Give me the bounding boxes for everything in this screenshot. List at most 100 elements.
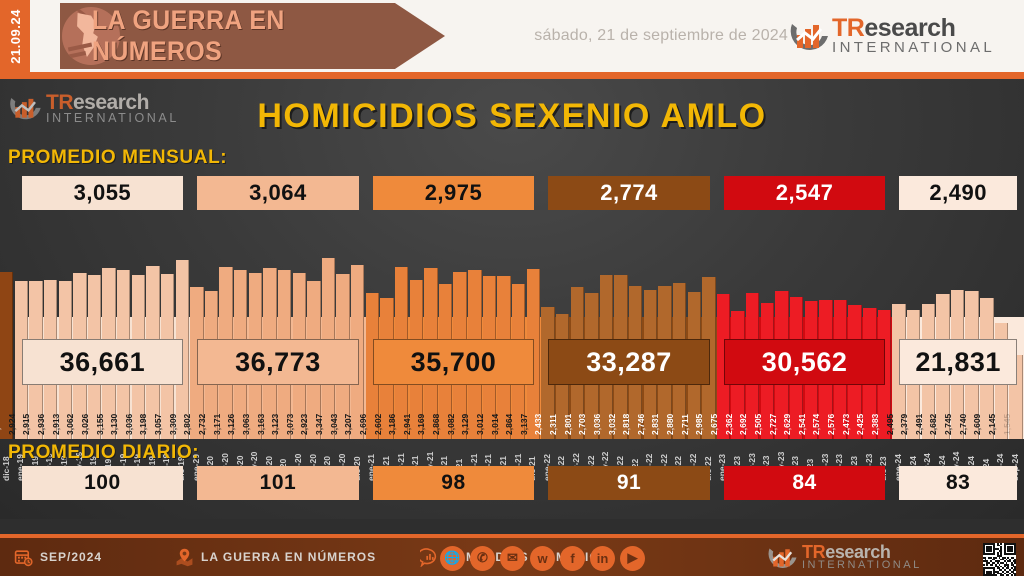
qr-cell bbox=[1007, 549, 1010, 552]
qr-cell bbox=[989, 549, 992, 552]
qr-cell bbox=[996, 570, 999, 573]
qr-cell bbox=[1014, 558, 1016, 561]
avg-cell: 2,490 bbox=[892, 176, 1024, 210]
bar-value-label: 2,818 bbox=[621, 413, 632, 435]
bar-value-label: 2,732 bbox=[196, 413, 207, 435]
year-group-2022: 2,433 2,311 2,801 2,703 3,036 3,032 2,818 2,746… bbox=[533, 231, 717, 439]
qr-cell bbox=[983, 560, 985, 563]
qr-cell bbox=[983, 563, 985, 566]
qr-cell bbox=[1012, 565, 1015, 568]
year-total-2021: 35,700 bbox=[372, 339, 535, 385]
banner: LA GUERRA EN NÚMEROS bbox=[30, 3, 445, 69]
qr-cell bbox=[988, 562, 990, 564]
qr-cell bbox=[1010, 543, 1013, 545]
qr-cell bbox=[986, 572, 989, 575]
qr-cell bbox=[986, 560, 989, 563]
youtube-icon[interactable]: ▶ bbox=[620, 545, 645, 571]
year-group-2020: 2,802 2,732 3,171 3,126 3,063 3,163 3,123 3,073… bbox=[182, 231, 366, 439]
qr-cell bbox=[1014, 543, 1016, 545]
qr-cell bbox=[988, 549, 990, 552]
qr-cell bbox=[996, 553, 999, 556]
bar-value-label: 3,091 bbox=[0, 413, 3, 435]
qr-cell bbox=[1009, 553, 1011, 556]
qr-cell bbox=[993, 543, 996, 545]
bar-value-label: 2,801 bbox=[562, 413, 573, 435]
bar-value-label: 2,740 bbox=[957, 413, 968, 435]
mail-icon[interactable]: ✉ bbox=[500, 545, 525, 571]
qr-cell bbox=[1010, 548, 1013, 550]
date-tab: 21.09.24 bbox=[0, 0, 30, 72]
qr-cell bbox=[984, 543, 987, 545]
bar-value-label: 2,425 bbox=[855, 413, 866, 435]
qr-cell bbox=[988, 546, 990, 549]
qr-cell bbox=[993, 572, 996, 575]
qr-cell bbox=[984, 567, 987, 570]
qr-cell bbox=[1014, 574, 1016, 576]
year-group-2021: 2,696 2,602 3,186 2,941 3,169 2,868 3,082 3,129… bbox=[358, 231, 542, 439]
qr-cell bbox=[983, 546, 985, 549]
banner-title: LA GUERRA EN NÚMEROS bbox=[92, 5, 285, 66]
bar-value-label: 3,169 bbox=[416, 413, 427, 435]
qr-code-icon[interactable] bbox=[983, 543, 1016, 576]
qr-cell bbox=[989, 563, 992, 566]
qr-cell bbox=[1000, 543, 1003, 545]
map-pin-icon bbox=[176, 548, 193, 566]
qr-cell bbox=[986, 570, 989, 573]
qr-cell bbox=[1003, 544, 1006, 547]
year-group-2023: 2,675 2,362 2,692 2,505 2,727 2,629 2,541 2,574… bbox=[709, 231, 893, 439]
qr-cell bbox=[993, 558, 996, 561]
qr-cell bbox=[1010, 562, 1013, 564]
qr-cell bbox=[989, 574, 992, 576]
qr-cell bbox=[989, 553, 992, 556]
bar-value-label: 2,682 bbox=[928, 413, 939, 435]
qr-cell bbox=[1010, 563, 1013, 566]
bar-value-label: 3,032 bbox=[606, 413, 617, 435]
chat-chart-icon bbox=[420, 547, 437, 567]
qr-cell bbox=[983, 543, 985, 545]
bar-value-label: 2,495 bbox=[884, 413, 895, 435]
qr-cell bbox=[1010, 553, 1013, 556]
avg-cell: 91 bbox=[541, 466, 717, 500]
whatsapp-icon[interactable]: ✆ bbox=[470, 545, 495, 571]
qr-cell bbox=[989, 570, 992, 573]
globe-icon[interactable]: 🌐 bbox=[440, 545, 465, 571]
qr-cell bbox=[998, 556, 1001, 559]
qr-cell bbox=[983, 569, 985, 571]
qr-cell bbox=[986, 553, 989, 556]
bar-value-label: 1,545 bbox=[1001, 413, 1012, 435]
bar-value-label: 2,491 bbox=[913, 413, 924, 435]
bar-value-label: 2,602 bbox=[372, 413, 383, 435]
qr-cell bbox=[1007, 560, 1010, 563]
qr-cell bbox=[993, 546, 996, 549]
bar-value-label: 2,505 bbox=[752, 413, 763, 435]
daily-average-2022: 91 bbox=[548, 466, 710, 500]
qr-cell bbox=[1003, 543, 1006, 545]
twitter-icon[interactable]: w bbox=[530, 545, 555, 571]
facebook-icon[interactable]: f bbox=[560, 545, 585, 571]
bar-value-label: 3,012 bbox=[474, 413, 485, 435]
linkedin-icon[interactable]: in bbox=[590, 545, 615, 571]
qr-cell bbox=[996, 560, 999, 563]
bar-value-label: 3,137 bbox=[518, 413, 529, 435]
qr-cell bbox=[986, 562, 989, 564]
qr-cell bbox=[983, 549, 985, 552]
social-icons[interactable]: 🌐 ✆ ✉ w f in ▶ bbox=[440, 539, 645, 576]
qr-cell bbox=[1002, 562, 1004, 564]
daily-average-label: PROMEDIO DIARIO: bbox=[8, 442, 200, 463]
qr-cell bbox=[988, 567, 990, 570]
qr-cell bbox=[1005, 567, 1008, 570]
qr-cell bbox=[1005, 574, 1008, 576]
qr-cell bbox=[1009, 548, 1011, 550]
qr-cell bbox=[1002, 574, 1004, 576]
qr-cell bbox=[996, 572, 999, 575]
qr-cell bbox=[1007, 570, 1010, 573]
qr-cell bbox=[983, 574, 985, 576]
qr-cell bbox=[1005, 543, 1008, 545]
avg-cell: 101 bbox=[190, 466, 366, 500]
bar-value-label: 2,675 bbox=[709, 413, 719, 435]
qr-cell bbox=[1014, 549, 1016, 552]
qr-cell bbox=[995, 570, 997, 573]
qr-cell bbox=[998, 569, 1001, 571]
qr-cell bbox=[1007, 546, 1010, 549]
qr-cell bbox=[988, 553, 990, 556]
